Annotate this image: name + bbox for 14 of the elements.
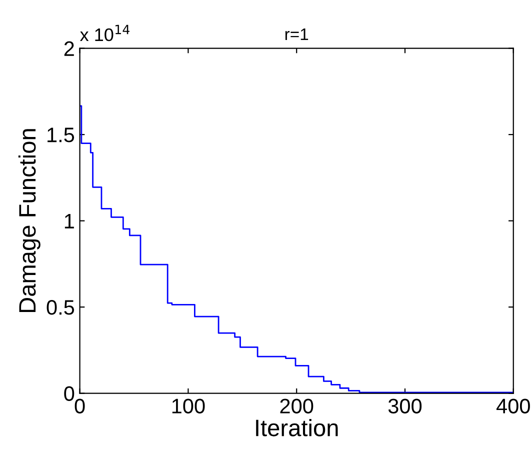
x-tick-label: 100 [172, 398, 205, 414]
y-tick-label: 0 [64, 386, 74, 402]
text: x 10$^{14}$ [80, 24, 130, 42]
x-tick-label: 200 [280, 398, 314, 414]
y-axis-title: Damage Function [18, 129, 40, 312]
y-tick-label: 1 [64, 214, 74, 228]
x-tick-label: 0 [74, 398, 85, 414]
x-tick-label: 400 [496, 398, 530, 414]
x-tick-label: 300 [388, 398, 422, 414]
y-tick-label: 1.5 [48, 128, 74, 142]
y-tick-label: 2 [64, 41, 74, 56]
x-axis-title: Iteration [256, 418, 338, 436]
y-tick-label: 0.5 [46, 300, 74, 315]
chart-title: r=1 [285, 28, 308, 40]
